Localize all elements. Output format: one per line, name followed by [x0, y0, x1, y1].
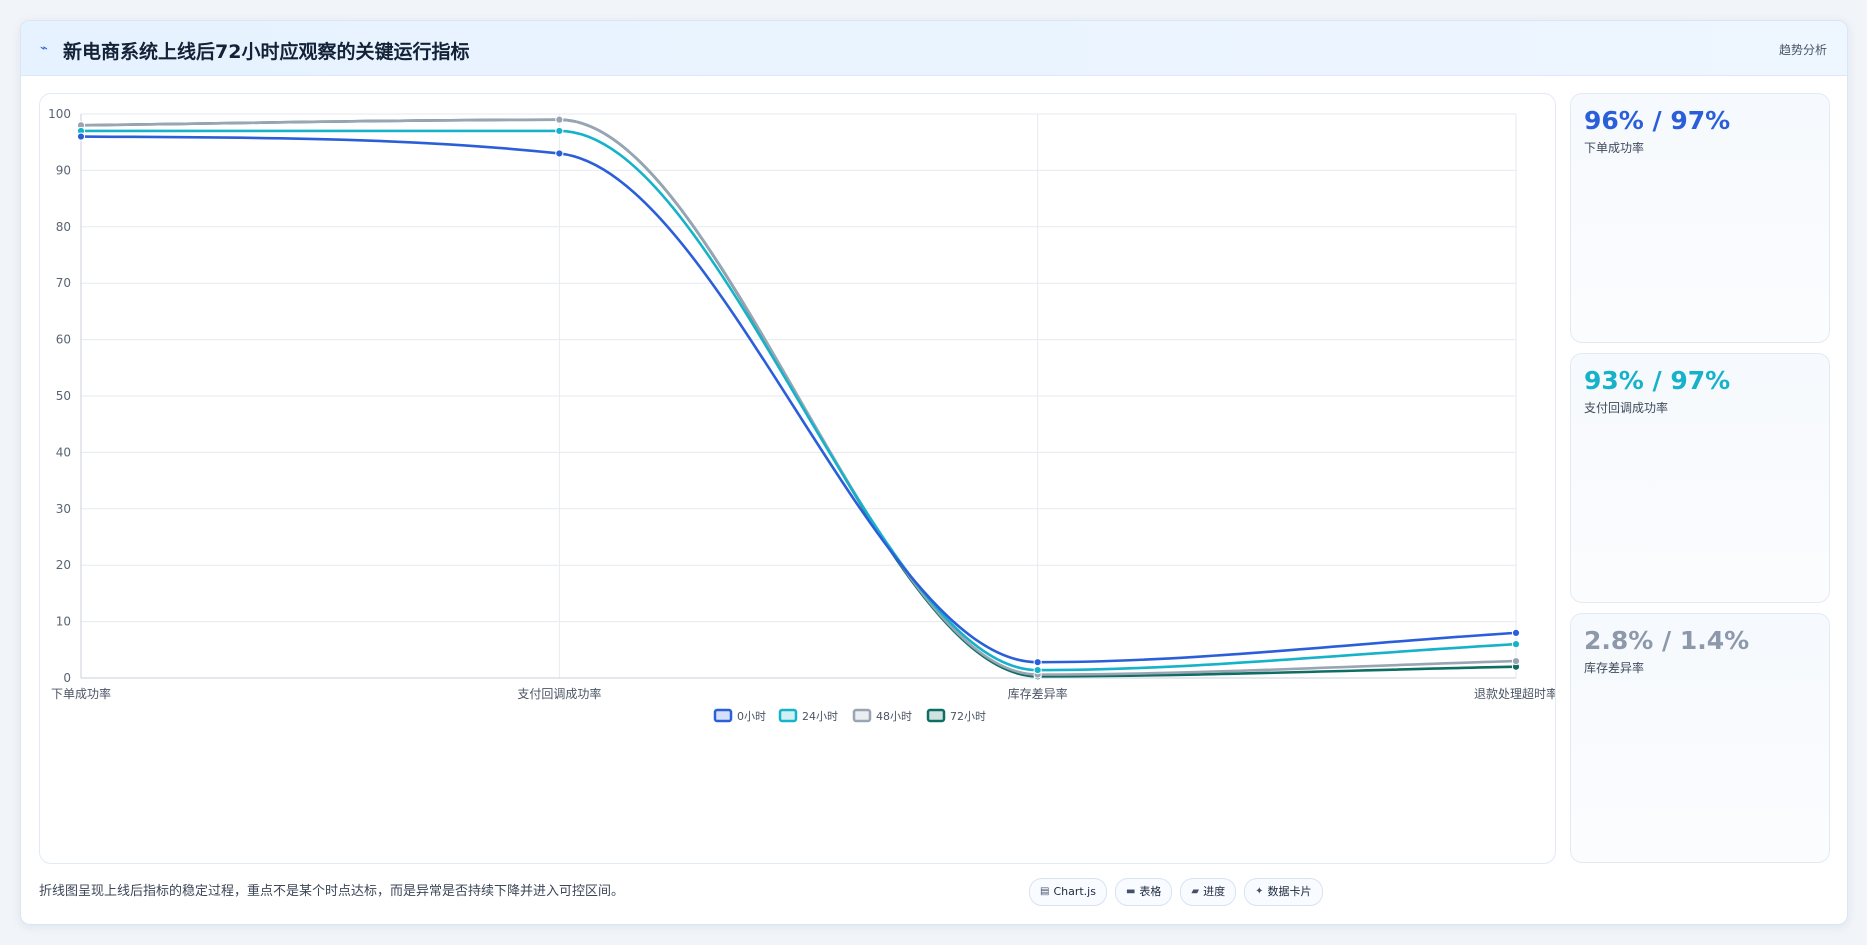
y-tick-label: 10: [56, 615, 71, 629]
y-tick-label: 100: [48, 107, 71, 121]
data-point: [1511, 656, 1521, 666]
page-title: 新电商系统上线后72小时应观察的关键运行指标: [63, 41, 470, 63]
stat-label: 支付回调成功率: [1584, 401, 1669, 415]
y-tick-label: 30: [56, 502, 71, 516]
data-point: [76, 132, 86, 141]
trend-analysis-link[interactable]: 趋势分析: [1778, 43, 1827, 57]
legend-label: 24小时: [802, 710, 838, 723]
stat-value: 93% / 97%: [1584, 366, 1731, 395]
x-tick-label: 库存差异率: [1008, 686, 1068, 701]
legend-swatch: [713, 708, 733, 723]
y-tick-label: 90: [56, 163, 71, 177]
dashboard-panel: ⌁ 新电商系统上线后72小时应观察的关键运行指标 趋势分析 0 10 20 30 40 5…: [20, 20, 1848, 925]
data-point: [555, 126, 564, 136]
progress-icon: ▰: [1191, 886, 1200, 897]
stat-card-order-success: 96% / 97% 下单成功率: [1570, 93, 1830, 343]
x-tick-label: 支付回调成功率: [517, 686, 601, 701]
y-tick-label: 20: [56, 558, 71, 572]
table-icon: ▬: [1125, 886, 1136, 897]
stat-label: 库存差异率: [1584, 661, 1645, 675]
chart-card: 0 10 20 30 40 50 60 70 80 90 100 下单成功率 支付回调成功率 库存差异率 退…: [39, 93, 1556, 864]
chart-footnote: 折线图呈现上线后指标的稳定过程，重点不是某个时点达标，而是异常是否持续下降并进入…: [39, 884, 625, 899]
tag-progress[interactable]: ▰ 进度: [1180, 878, 1237, 906]
y-tick-label: 40: [56, 445, 71, 459]
legend-swatch: [852, 708, 872, 723]
legend-swatch: [778, 708, 798, 723]
stat-label: 下单成功率: [1584, 141, 1645, 155]
stat-card-payment-callback: 93% / 97% 支付回调成功率: [1570, 353, 1830, 603]
tag-label: 表格: [1139, 885, 1162, 898]
y-tick-label: 60: [56, 333, 71, 347]
series-line: [80, 135, 1517, 664]
data-point: [1033, 658, 1042, 667]
tag-label: Chart.js: [1053, 885, 1096, 898]
y-tick-label: 50: [56, 389, 71, 403]
y-tick-label: 0: [63, 671, 71, 685]
tag-data-card[interactable]: ✦ 数据卡片: [1244, 878, 1323, 906]
data-point: [555, 115, 564, 124]
data-point: [555, 149, 564, 158]
line-chart: 0 10 20 30 40 50 60 70 80 90 100 下单成功率 支付回调成功率 库存差异率 退…: [48, 107, 1555, 723]
stat-value: 2.8% / 1.4%: [1584, 626, 1750, 655]
legend-swatch: [926, 708, 946, 723]
tag-table[interactable]: ▬ 表格: [1114, 878, 1173, 906]
panel-header: ⌁ 新电商系统上线后72小时应观察的关键运行指标 趋势分析: [21, 21, 1847, 76]
tag-label: 进度: [1203, 885, 1226, 898]
tag-chartjs[interactable]: ▤ Chart.js: [1029, 878, 1107, 906]
tag-label: 数据卡片: [1267, 885, 1312, 898]
sparkle-icon: ✦: [1255, 886, 1264, 897]
legend-label: 48小时: [876, 710, 912, 723]
data-point: [1511, 628, 1521, 637]
series-line: [81, 129, 1517, 672]
tag-row: ▤ Chart.js ▬ 表格 ▰ 进度 ✦ 数据卡片: [1029, 878, 1323, 906]
stat-card-inventory-diff: 2.8% / 1.4% 库存差异率: [1570, 613, 1830, 863]
chart-icon: ▤: [1040, 886, 1050, 897]
series-line: [80, 118, 1517, 676]
y-tick-label: 70: [56, 276, 71, 290]
data-point: [1511, 640, 1521, 649]
y-tick-label: 80: [56, 220, 71, 234]
stat-value: 96% / 97%: [1584, 106, 1731, 135]
trend-line-icon: ⌁: [40, 41, 48, 56]
x-tick-label: 退款处理超时率: [1474, 686, 1555, 701]
legend-label: 72小时: [950, 710, 986, 723]
x-tick-label: 下单成功率: [51, 686, 111, 701]
legend-label: 0小时: [737, 710, 766, 723]
data-point: [1033, 666, 1042, 675]
